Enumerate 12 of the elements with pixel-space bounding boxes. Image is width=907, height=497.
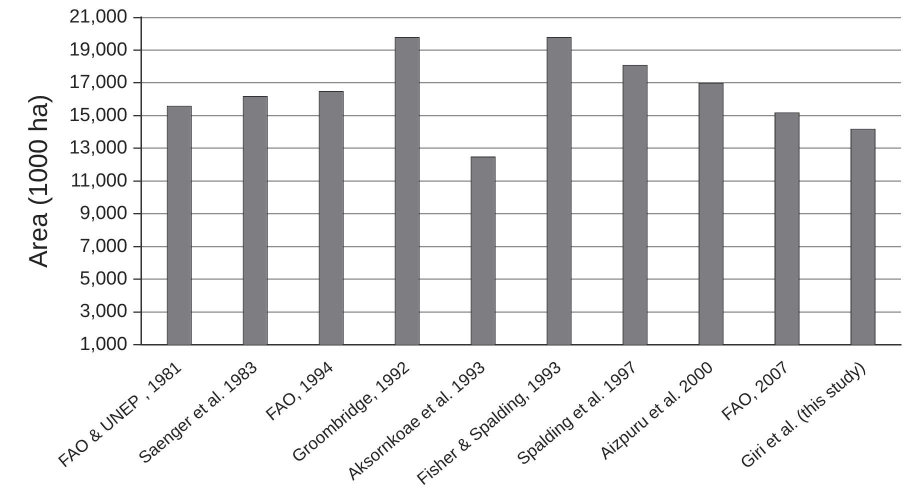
y-axis-title: Area (1000 ha)	[22, 94, 53, 268]
y-tick-label: 9,000	[80, 203, 128, 224]
y-tick-label: 13,000	[69, 138, 128, 159]
y-tick-label: 7,000	[80, 236, 128, 257]
y-tick-label: 3,000	[80, 301, 128, 322]
y-tick-label: 1,000	[80, 334, 128, 355]
y-tick-label: 19,000	[69, 39, 128, 60]
y-tick-label: 5,000	[80, 268, 128, 290]
y-tick-label: 17,000	[69, 72, 128, 94]
y-tick-label: 15,000	[69, 104, 128, 126]
y-tick-label: 21,000	[69, 6, 128, 28]
y-tick-label: 11,000	[70, 170, 128, 192]
